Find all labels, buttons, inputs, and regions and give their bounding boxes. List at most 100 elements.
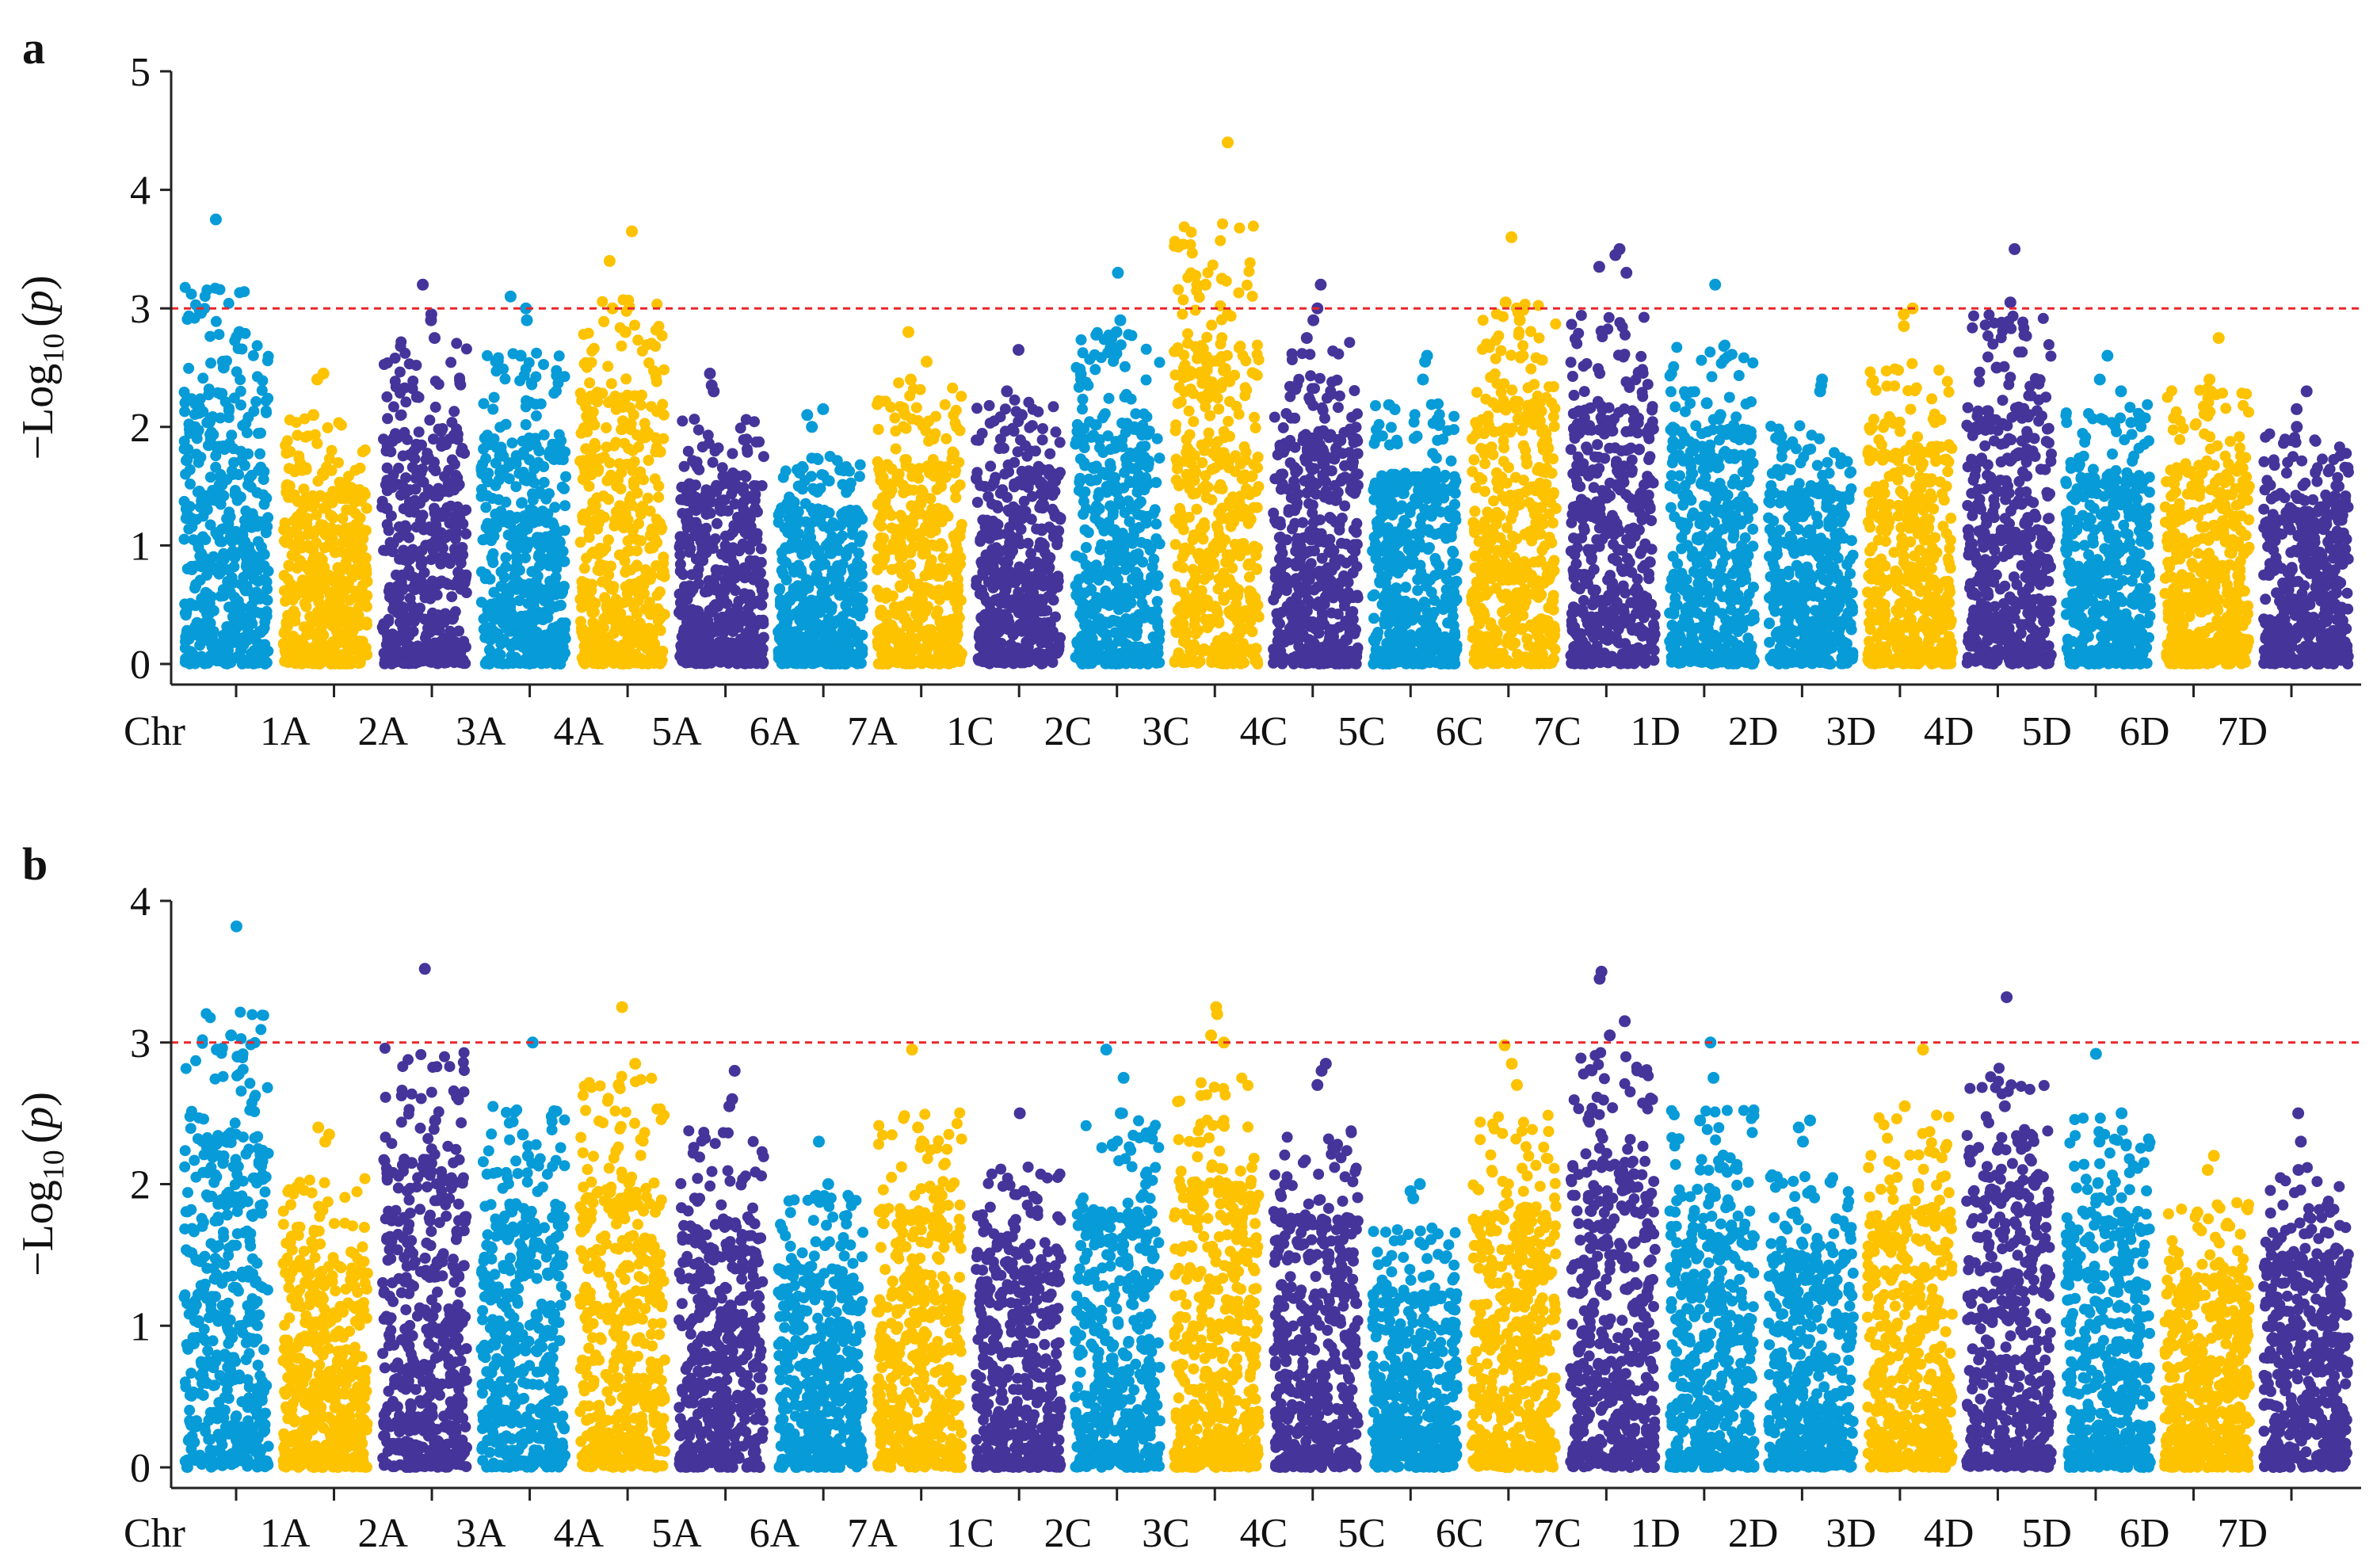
point	[214, 654, 225, 665]
point	[454, 547, 465, 558]
point	[460, 658, 471, 669]
point	[248, 350, 259, 361]
point	[338, 604, 349, 615]
point	[425, 525, 437, 536]
point	[407, 383, 418, 395]
point	[397, 622, 408, 633]
point	[242, 521, 254, 532]
point	[208, 605, 219, 616]
point	[250, 396, 261, 407]
point	[448, 612, 459, 624]
point	[357, 636, 368, 647]
point	[433, 483, 444, 494]
peak-point-2A	[311, 374, 323, 386]
point	[185, 646, 196, 657]
point	[197, 531, 208, 542]
point	[336, 592, 347, 603]
point	[207, 641, 218, 652]
point	[235, 374, 246, 385]
point	[410, 360, 422, 371]
point	[288, 631, 299, 642]
point	[205, 471, 216, 483]
point	[414, 426, 425, 437]
point	[186, 393, 197, 404]
point	[419, 567, 430, 578]
point	[193, 457, 204, 468]
point	[461, 343, 472, 354]
point	[200, 587, 212, 598]
point	[402, 434, 413, 445]
point	[214, 441, 225, 452]
point	[426, 584, 437, 595]
point	[437, 423, 448, 434]
point	[254, 641, 265, 652]
point	[399, 554, 410, 565]
point	[301, 519, 312, 530]
point	[207, 561, 218, 572]
point	[261, 606, 273, 617]
point	[323, 541, 334, 552]
point	[242, 427, 253, 438]
point	[444, 529, 456, 540]
point	[430, 402, 441, 413]
point	[258, 651, 269, 662]
peak-point-1A	[218, 362, 230, 374]
point	[409, 616, 420, 627]
point	[339, 493, 350, 504]
point	[451, 519, 462, 530]
point	[308, 628, 319, 639]
point	[236, 344, 247, 355]
point	[285, 446, 296, 457]
point	[380, 658, 391, 669]
point	[257, 385, 268, 396]
point	[399, 658, 410, 669]
point	[454, 372, 465, 383]
point	[433, 379, 444, 390]
point	[423, 452, 434, 463]
point	[280, 617, 292, 628]
point	[398, 482, 409, 493]
point	[243, 586, 254, 597]
point	[226, 429, 237, 441]
point	[343, 564, 354, 575]
point	[379, 359, 390, 370]
point	[391, 570, 402, 581]
point	[384, 582, 395, 593]
peak-point-1A	[234, 326, 246, 338]
point	[415, 516, 426, 527]
point	[340, 633, 351, 644]
point	[231, 526, 242, 537]
point	[436, 552, 447, 563]
point	[236, 602, 247, 613]
point	[361, 564, 372, 575]
point	[194, 639, 205, 650]
point	[451, 338, 462, 349]
point	[290, 551, 301, 562]
point	[387, 628, 398, 639]
point	[346, 614, 357, 625]
point	[229, 592, 240, 603]
point	[443, 651, 454, 662]
point	[335, 478, 346, 489]
point	[248, 406, 259, 417]
point	[396, 410, 407, 421]
point	[333, 418, 344, 429]
point	[261, 527, 272, 538]
point	[203, 389, 214, 400]
point	[310, 429, 321, 441]
point	[329, 637, 340, 648]
point	[326, 574, 337, 586]
point	[205, 357, 216, 368]
point	[284, 561, 296, 572]
point	[437, 436, 448, 447]
point	[357, 543, 368, 554]
point	[218, 590, 229, 601]
point	[324, 597, 335, 608]
point	[351, 656, 362, 667]
peak-point-3A	[429, 332, 441, 344]
point	[223, 564, 234, 575]
point	[314, 605, 325, 616]
point	[407, 462, 418, 473]
point	[261, 406, 272, 417]
point	[215, 536, 226, 547]
